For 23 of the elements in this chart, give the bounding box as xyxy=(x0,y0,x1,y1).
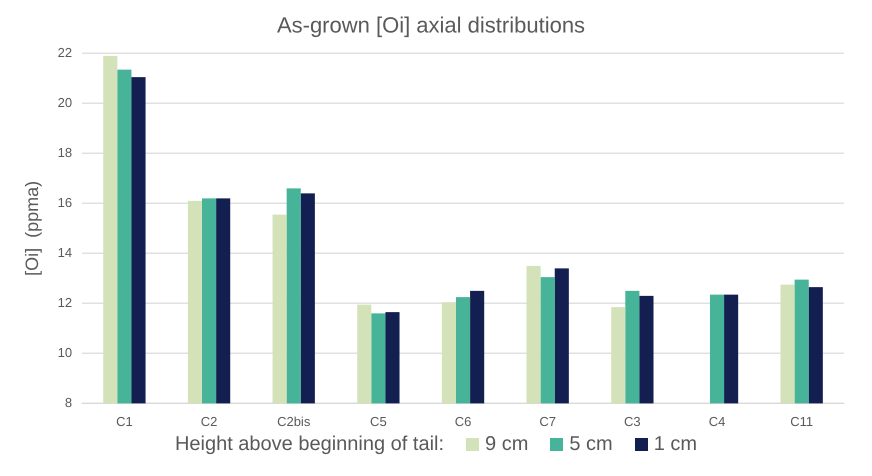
legend-label: 1 cm xyxy=(654,433,698,456)
x-tick-label: C11 xyxy=(790,414,814,429)
x-tick-label: C7 xyxy=(539,414,556,429)
y-axis-title: [Oi] (ppma) xyxy=(22,180,42,276)
x-tick-label: C6 xyxy=(454,414,472,429)
y-tick-label: 22 xyxy=(58,44,72,60)
x-tick-label: C2bis xyxy=(277,414,311,429)
y-tick-label: 18 xyxy=(58,144,72,160)
x-tick-label: C2 xyxy=(200,414,218,429)
legend-label: 5 cm xyxy=(569,433,613,456)
x-tick-label: C5 xyxy=(370,414,387,429)
y-tick-label: 10 xyxy=(58,344,72,360)
legend-label: 9 cm xyxy=(485,433,528,456)
y-tick-label: 8 xyxy=(64,394,72,410)
y-tick-label: 12 xyxy=(58,294,72,310)
y-tick-label: 14 xyxy=(58,244,72,260)
y-tick-label: 20 xyxy=(58,94,72,110)
x-tick-label: C1 xyxy=(116,414,133,429)
x-tick-label: C4 xyxy=(708,414,726,429)
legend-title: Height above beginning of tail: xyxy=(174,433,444,456)
x-tick-label: C3 xyxy=(624,414,641,429)
chart-title: As-grown [Oi] axial distributions xyxy=(276,12,586,38)
y-tick-label: 16 xyxy=(58,194,72,210)
